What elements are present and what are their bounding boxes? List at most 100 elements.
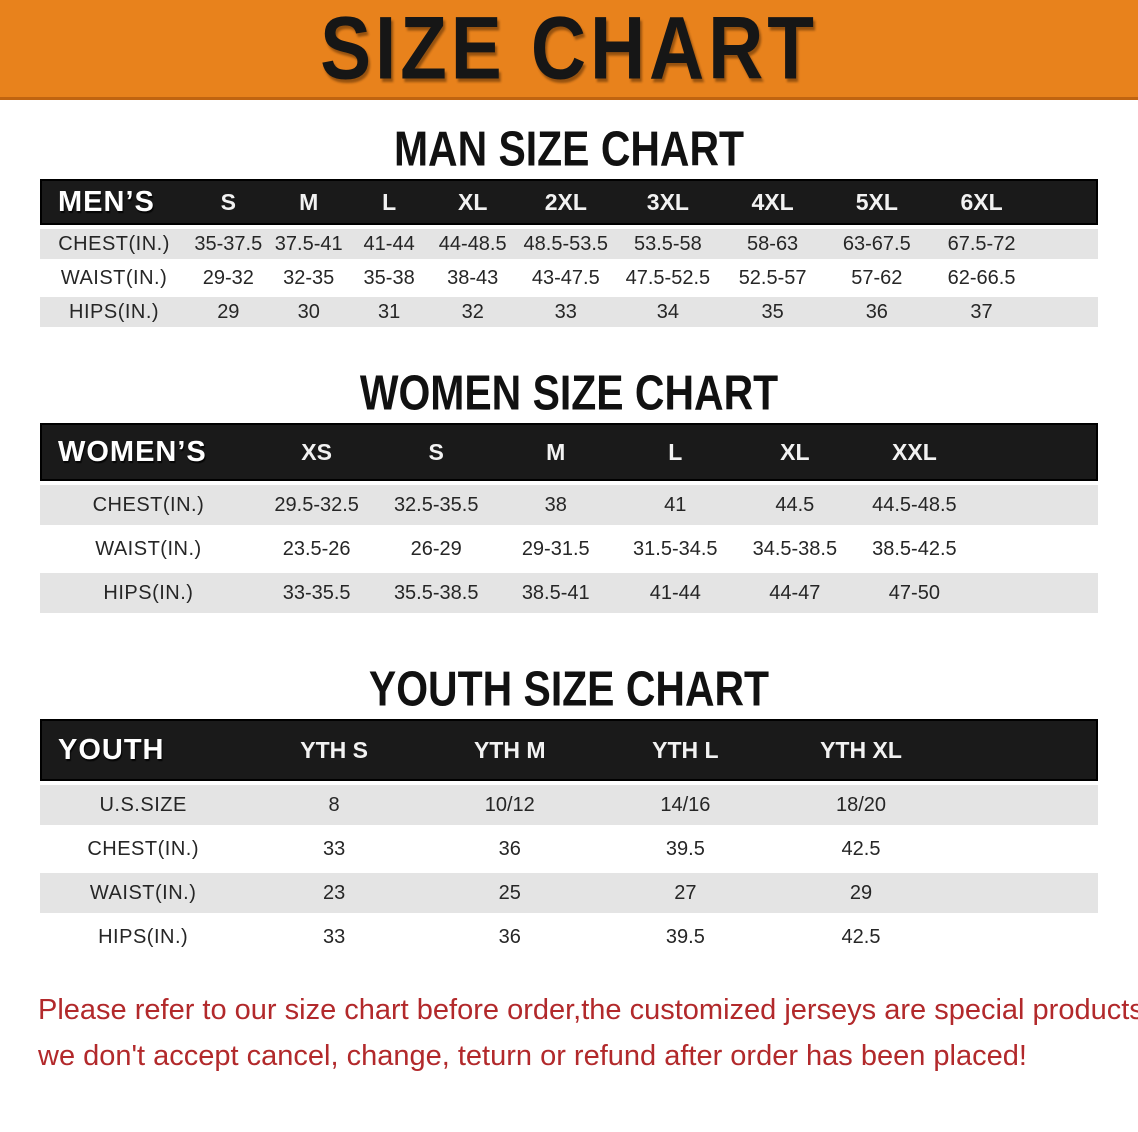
men-col-5xl: 5XL	[824, 179, 929, 225]
table-cell: 63-67.5	[842, 232, 911, 255]
table-cell: 38-43	[447, 266, 499, 289]
youth-size-table: YOUTH YTH S YTH M YTH L YTH XL U.S.SIZE …	[40, 715, 1098, 961]
cell-filler	[1034, 229, 1098, 259]
note-line-2: we don't accept cancel, change, teturn o…	[38, 1040, 1027, 1072]
table-cell: 52.5-57	[738, 266, 807, 289]
table-cell: 47-50	[888, 581, 940, 604]
women-group-label: WOMEN’S	[40, 423, 257, 481]
youth-chest-row: CHEST(IN.) 33 36 39.5 42.5	[40, 829, 1098, 869]
table-cell: 33-35.5	[282, 581, 351, 604]
table-cell: 23	[322, 881, 346, 904]
size-chart-page: SIZE CHART MAN SIZE CHART MEN’S S M L XL…	[0, 0, 1138, 1079]
youth-section-heading: YOUTH SIZE CHART	[368, 662, 770, 717]
women-col-xxl: XXL	[854, 423, 975, 481]
youth-col-l: YTH L	[597, 719, 774, 781]
youth-col-xl: YTH XL	[773, 719, 949, 781]
table-cell: 35.5-38.5	[393, 581, 479, 604]
table-cell: 38	[544, 493, 567, 516]
table-cell: 44-47	[769, 581, 821, 604]
header-filler	[948, 719, 1098, 781]
table-cell: 29-31.5	[521, 537, 590, 560]
table-cell: 48.5-53.5	[523, 232, 609, 255]
women-col-s: S	[376, 423, 496, 481]
women-header-row: WOMEN’S XS S M L XL XXL	[40, 423, 1098, 481]
table-cell: 10/12	[484, 793, 535, 816]
women-chest-row: CHEST(IN.) 29.5-32.5 32.5-35.5 38 41 44.…	[40, 485, 1098, 525]
table-cell: 34	[656, 300, 679, 323]
row-label: U.S.SIZE	[99, 793, 187, 816]
table-cell: 26-29	[410, 537, 462, 560]
table-cell: 44.5	[775, 493, 815, 516]
men-col-4xl: 4XL	[720, 179, 825, 225]
men-col-2xl: 2XL	[516, 179, 616, 225]
table-cell: 41	[664, 493, 687, 516]
table-cell: 36	[498, 837, 521, 860]
row-label: WAIST(IN.)	[95, 537, 202, 560]
men-waist-row: WAIST(IN.) 29-32 32-35 35-38 38-43 43-47…	[40, 263, 1098, 293]
women-hips-row: HIPS(IN.) 33-35.5 35.5-38.5 38.5-41 41-4…	[40, 573, 1098, 613]
table-cell: 14/16	[660, 793, 711, 816]
cell-filler	[949, 873, 1098, 913]
men-col-xl: XL	[429, 179, 517, 225]
table-cell: 34.5-38.5	[752, 537, 838, 560]
banner: SIZE CHART	[0, 0, 1138, 100]
table-cell: 44-48.5	[438, 232, 507, 255]
youth-waist-row: WAIST(IN.) 23 25 27 29	[40, 873, 1098, 913]
note-line-1: Please refer to our size chart before or…	[38, 994, 1138, 1026]
table-cell: 38.5-42.5	[872, 537, 957, 560]
women-col-xl: XL	[735, 423, 855, 481]
cell-filler	[949, 917, 1098, 957]
women-col-m: M	[495, 423, 616, 481]
table-cell: 35	[761, 300, 784, 323]
table-cell: 25	[498, 881, 521, 904]
footer-note: Please refer to our size chart before or…	[38, 987, 1138, 1079]
table-cell: 37	[970, 300, 993, 323]
row-label: HIPS(IN.)	[69, 300, 160, 323]
table-cell: 39.5	[665, 837, 705, 860]
women-col-l: L	[615, 423, 736, 481]
cell-filler	[949, 829, 1098, 869]
men-header-row: MEN’S S M L XL 2XL 3XL 4XL 5XL 6XL	[40, 179, 1098, 225]
table-cell: 53.5-58	[633, 232, 702, 255]
table-cell: 57-62	[851, 266, 903, 289]
table-cell: 47.5-52.5	[625, 266, 711, 289]
table-cell: 27	[674, 881, 697, 904]
men-group-label: MEN’S	[40, 179, 189, 225]
men-col-m: M	[268, 179, 349, 225]
table-cell: 42.5	[841, 837, 881, 860]
men-col-l: L	[348, 179, 430, 225]
row-label: WAIST(IN.)	[89, 881, 197, 904]
men-chest-row: CHEST(IN.) 35-37.5 37.5-41 41-44 44-48.5…	[40, 229, 1098, 259]
table-cell: 35-37.5	[194, 232, 263, 255]
table-cell: 39.5	[665, 925, 705, 948]
table-cell: 67.5-72	[947, 232, 1016, 255]
youth-col-m: YTH M	[421, 719, 598, 781]
table-cell: 33	[322, 837, 346, 860]
cell-filler	[949, 785, 1098, 825]
table-cell: 8	[328, 793, 340, 816]
table-cell: 38.5-41	[521, 581, 590, 604]
women-waist-row: WAIST(IN.) 23.5-26 26-29 29-31.5 31.5-34…	[40, 529, 1098, 569]
row-label: WAIST(IN.)	[60, 266, 168, 289]
table-cell: 29	[849, 881, 873, 904]
row-label: CHEST(IN.)	[92, 493, 205, 516]
youth-ussize-row: U.S.SIZE 8 10/12 14/16 18/20	[40, 785, 1098, 825]
men-col-6xl: 6XL	[928, 179, 1035, 225]
row-label: CHEST(IN.)	[58, 232, 170, 255]
youth-header-row: YOUTH YTH S YTH M YTH L YTH XL	[40, 719, 1098, 781]
men-col-3xl: 3XL	[615, 179, 721, 225]
cell-filler	[1034, 297, 1098, 327]
row-label: HIPS(IN.)	[98, 925, 189, 948]
table-cell: 18/20	[835, 793, 887, 816]
header-filler	[974, 423, 1098, 481]
table-cell: 29-32	[202, 266, 254, 289]
women-section-heading: WOMEN SIZE CHART	[359, 366, 779, 421]
table-cell: 42.5	[841, 925, 881, 948]
table-cell: 36	[498, 925, 521, 948]
table-cell: 62-66.5	[947, 266, 1016, 289]
cell-filler	[1034, 263, 1098, 293]
cell-filler	[974, 573, 1098, 613]
table-cell: 36	[865, 300, 888, 323]
row-label: HIPS(IN.)	[103, 581, 194, 604]
table-cell: 44.5-48.5	[872, 493, 957, 516]
